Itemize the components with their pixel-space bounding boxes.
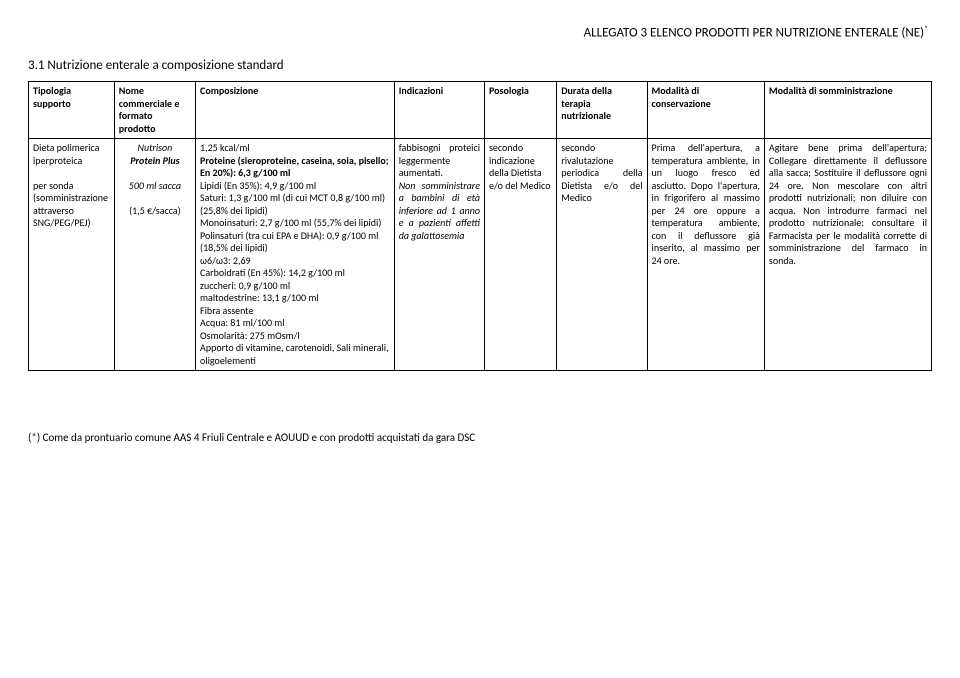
section-title: 3.1 Nutrizione enterale a composizione s…: [28, 58, 932, 73]
table-row: Dieta polimerica iperproteicaper sonda(s…: [29, 139, 932, 371]
tipologia-text: Dieta polimerica iperproteicaper sonda(s…: [33, 141, 108, 229]
td-posologia: secondo indicazione della Dietista e/o d…: [485, 139, 557, 371]
conservazione-text: Prima dell'apertura, a temperatura ambie…: [652, 141, 760, 267]
td-nome: Nutrison Protein Plus 500 ml sacca (1,5 …: [114, 139, 195, 371]
products-table: Tipologia supporto Nome commerciale e fo…: [28, 81, 932, 371]
indicazioni-italic: Non somministrare a bambini di età infer…: [399, 179, 480, 242]
th-nome: Nome commerciale e formato prodotto: [114, 82, 195, 139]
th-indicazioni: Indicazioni: [394, 82, 484, 139]
indicazioni-plain: fabbisogni proteici leggermente aumentat…: [399, 141, 480, 179]
page-header: ALLEGATO 3 ELENCO PRODOTTI PER NUTRIZION…: [28, 24, 932, 40]
th-durata: Durata della terapia nutrizionale: [557, 82, 647, 139]
td-composizione: 1,25 kcal/ml Proteine (sieroproteine, ca…: [196, 139, 395, 371]
brand-name: Nutrison: [138, 141, 173, 154]
table-header-row: Tipologia supporto Nome commerciale e fo…: [29, 82, 932, 139]
th-composizione: Composizione: [196, 82, 395, 139]
price-text: (1,5 €/sacca): [129, 204, 181, 217]
header-title-text: ALLEGATO 3 ELENCO PRODOTTI PER NUTRIZION…: [584, 25, 924, 40]
td-somministrazione: Agitare bene prima dell'apertura; Colleg…: [764, 139, 931, 371]
th-posologia: Posologia: [485, 82, 557, 139]
td-indicazioni: fabbisogni proteici leggermente aumentat…: [394, 139, 484, 371]
durata-text: secondo rivalutazione periodica della Di…: [561, 141, 642, 204]
footnote: (*) Come da prontuario comune AAS 4 Friu…: [28, 431, 932, 444]
somministrazione-text: Agitare bene prima dell'apertura; Colleg…: [769, 141, 927, 267]
th-somministrazione: Modalità di somministrazione: [764, 82, 931, 139]
td-tipologia: Dieta polimerica iperproteicaper sonda(s…: [29, 139, 115, 371]
format-text: 500 ml sacca: [129, 179, 181, 192]
th-tipologia: Tipologia supporto: [29, 82, 115, 139]
header-sup: *: [924, 24, 928, 34]
td-conservazione: Prima dell'apertura, a temperatura ambie…: [647, 139, 764, 371]
th-conservazione: Modalità di conservazione: [647, 82, 764, 139]
td-durata: secondo rivalutazione periodica della Di…: [557, 139, 647, 371]
product-name: Protein Plus: [130, 154, 179, 167]
